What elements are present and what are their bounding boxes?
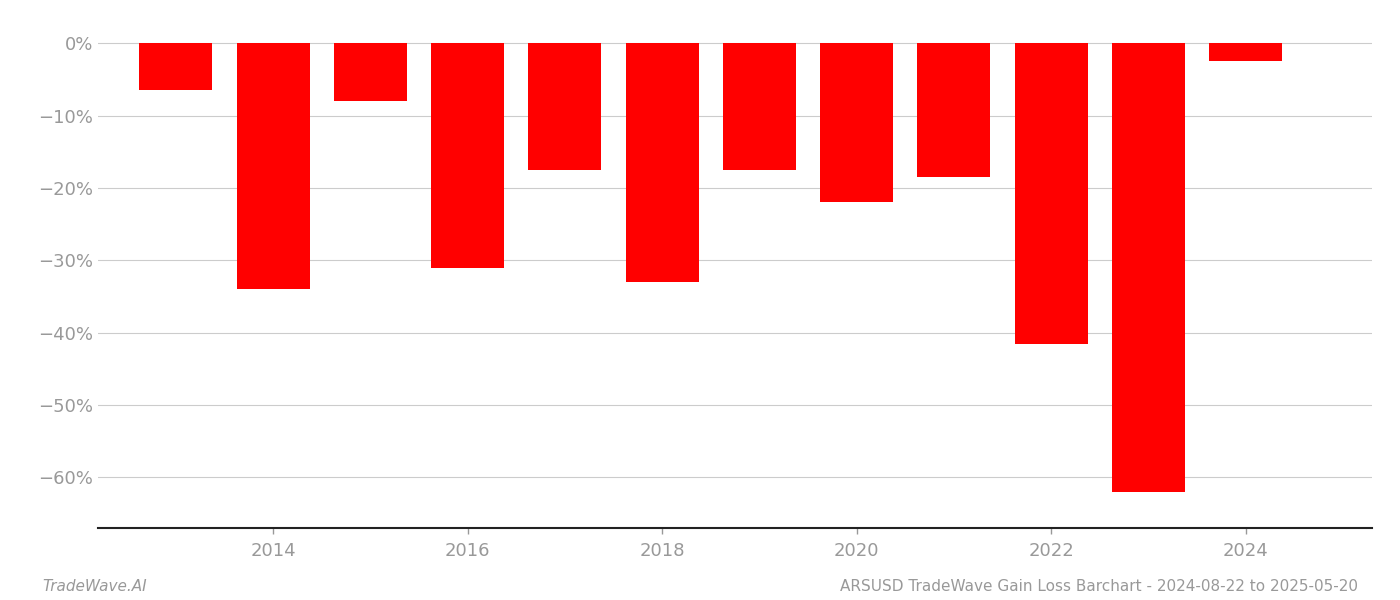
Bar — [237, 43, 309, 289]
Bar — [820, 43, 893, 202]
Bar — [1015, 43, 1088, 344]
Bar — [722, 43, 795, 170]
Bar — [528, 43, 601, 170]
Bar — [1210, 43, 1282, 61]
Bar — [917, 43, 990, 177]
Text: ARSUSD TradeWave Gain Loss Barchart - 2024-08-22 to 2025-05-20: ARSUSD TradeWave Gain Loss Barchart - 20… — [840, 579, 1358, 594]
Bar — [333, 43, 407, 101]
Bar — [1112, 43, 1184, 492]
Bar — [626, 43, 699, 282]
Bar — [431, 43, 504, 268]
Bar — [140, 43, 213, 91]
Text: TradeWave.AI: TradeWave.AI — [42, 579, 147, 594]
